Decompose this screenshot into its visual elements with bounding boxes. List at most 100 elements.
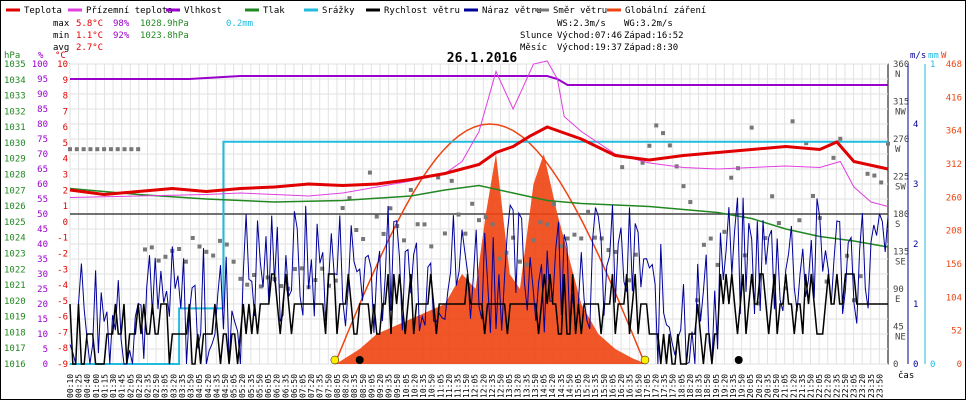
x-tick-label: 01:30 (109, 374, 118, 398)
x-tick-label: 05:05 (230, 374, 239, 398)
x-tick-label: 19:35 (729, 374, 738, 398)
pct-tick-label: 80 (37, 120, 48, 130)
wind-tick-label: 0 (913, 360, 918, 370)
wind-direction-point (217, 238, 222, 243)
hpa-tick-label: 1033 (4, 92, 26, 102)
wind-direction-point (858, 274, 863, 279)
temp-tick-label: -9 (57, 360, 68, 370)
wind-direction-point (361, 237, 366, 242)
dir-tick-label: 225 (893, 173, 909, 183)
x-tick-label: 00:40 (83, 374, 92, 398)
wind-direction-point (517, 259, 522, 264)
wind-gust-line (69, 197, 889, 365)
wind-direction-point (231, 259, 236, 264)
wind-direction-point (592, 235, 597, 240)
rad-unit: W (941, 51, 947, 61)
x-tick-label: 03:20 (169, 374, 178, 398)
pct-tick-label: 50 (37, 210, 48, 220)
x-tick-label: 06:20 (273, 374, 282, 398)
wind-direction-point (483, 215, 488, 220)
wind-direction-point (442, 231, 447, 236)
info-moon-rise: Východ:19:37 (557, 43, 622, 53)
hpa-tick-label: 1035 (4, 60, 26, 70)
rad-tick-label: 468 (946, 60, 962, 70)
wind-direction-point (456, 212, 461, 217)
wind-direction-point (797, 218, 802, 223)
x-tick-label: 09:35 (385, 374, 394, 398)
info-moon-set: Západ:8:30 (624, 43, 678, 53)
wind-direction-point (490, 222, 495, 227)
dir-tick-label: 90 (893, 285, 904, 295)
wind-direction-point (831, 155, 836, 160)
rad-tick-label: 312 (946, 160, 962, 170)
dir-tick-label: 0 (893, 360, 898, 370)
wind-direction-point (333, 278, 338, 283)
x-tick-label: 05:20 (238, 374, 247, 398)
rad-tick-label: 0 (957, 360, 962, 370)
x-tick-label: 20:35 (763, 374, 772, 398)
wind-direction-point (129, 147, 134, 152)
wind-direction-point (245, 282, 250, 287)
x-tick-label: 07:50 (324, 374, 333, 398)
pct-tick-label: 60 (37, 180, 48, 190)
radiation-area (335, 154, 647, 364)
temp-tick-label: -7 (57, 328, 68, 338)
wind-direction-point (749, 125, 754, 130)
x-tick-label: 09:50 (393, 374, 402, 398)
wind-direction-point (74, 147, 79, 152)
pct-tick-label: 20 (37, 300, 48, 310)
wind-direction-point (122, 147, 127, 152)
temp-tick-label: 0 (63, 218, 68, 228)
hpa-tick-label: 1032 (4, 107, 26, 117)
rad-tick-label: 364 (946, 127, 962, 137)
legend-label: Vlhkost (184, 6, 222, 16)
legend-label: Tlak (263, 6, 285, 16)
x-tick-label: 11:20 (445, 374, 454, 398)
pct-tick-label: 45 (37, 225, 48, 235)
wind-direction-point (102, 147, 107, 152)
wind-direction-point (477, 218, 481, 223)
x-tick-label: 13:35 (522, 374, 531, 398)
x-tick-label: 05:35 (247, 374, 256, 398)
x-tick-label: 21:35 (798, 374, 807, 398)
temp-tick-label: 9 (63, 76, 68, 86)
x-tick-label: 22:05 (815, 374, 824, 398)
wind-direction-point (68, 147, 72, 152)
x-tick-label: 11:05 (436, 374, 445, 398)
stats-max-label: max (53, 19, 70, 29)
temperature-line (69, 125, 889, 197)
pct-tick-label: 35 (37, 255, 48, 265)
x-tick-label: 14:50 (565, 374, 574, 398)
wind-direction-point (204, 249, 209, 254)
x-tick-label: 03:35 (178, 374, 187, 398)
wind-direction-point (367, 170, 372, 175)
legend-label: Teplota (24, 6, 62, 16)
wind-direction-point (599, 236, 604, 241)
dir-tick-label: 135 (893, 248, 909, 258)
rain-unit: mm (928, 51, 939, 61)
temp-tick-label: 10 (57, 60, 68, 70)
wind-direction-point (136, 147, 141, 152)
x-tick-label: 08:05 (333, 374, 342, 398)
x-tick-label: 00:25 (75, 374, 84, 398)
x-tick-label: 09:05 (367, 374, 376, 398)
hpa-tick-label: 1031 (4, 123, 26, 133)
wind-direction-point (388, 206, 393, 211)
pct-tick-label: 95 (37, 75, 48, 85)
x-tick-label: 20:20 (755, 374, 764, 398)
x-tick-label: 23:35 (867, 374, 876, 398)
rad-tick-label: 208 (946, 227, 962, 237)
wind-direction-point (279, 284, 284, 289)
x-tick-label: 17:35 (660, 374, 669, 398)
sun-marker (330, 355, 340, 365)
x-tick-label: 17:05 (643, 374, 652, 398)
dir-tick-dir: SW (895, 183, 906, 193)
wind-direction-point (340, 206, 345, 211)
wind-direction-point (558, 244, 563, 249)
x-tick-label: 10:50 (428, 374, 437, 398)
x-tick-label: 11:50 (462, 374, 471, 398)
moon-marker (355, 356, 364, 364)
wind-direction-point (258, 284, 263, 289)
rad-tick-label: 416 (946, 93, 962, 103)
info-sun-rise: Východ:07:46 (557, 31, 622, 41)
